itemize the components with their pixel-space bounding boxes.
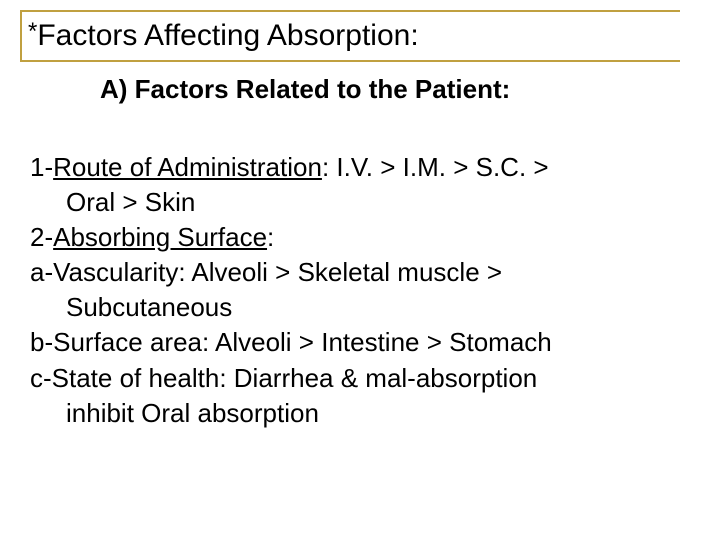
item-1-tail1: : I.V. > I.M. > S.C. > — [322, 152, 549, 182]
title-asterisk: * — [28, 18, 37, 45]
item-1-line1: 1-Route of Administration: I.V. > I.M. >… — [66, 150, 690, 185]
sub-b-line1: b-Surface area: Alveoli > Intestine > St… — [66, 325, 690, 360]
item-2-prefix: 2- — [30, 222, 53, 252]
sub-c-line1: c-State of health: Diarrhea & mal-absorp… — [66, 361, 690, 396]
sub-a-line2: Subcutaneous — [66, 290, 690, 325]
item-1-head: Route of Administration — [53, 152, 322, 182]
item-1-prefix: 1- — [30, 152, 53, 182]
title-box: *Factors Affecting Absorption: — [20, 10, 680, 62]
title-main: Factors Affecting Absorption: — [37, 19, 418, 52]
item-2-line1: 2-Absorbing Surface: — [66, 220, 690, 255]
item-2-head: Absorbing Surface — [53, 222, 267, 252]
title-text: *Factors Affecting Absorption: — [28, 19, 419, 52]
item-1-line2: Oral > Skin — [66, 185, 690, 220]
sub-a-line1: a-Vascularity: Alveoli > Skeletal muscle… — [66, 255, 690, 290]
sub-c-line2: inhibit Oral absorption — [66, 396, 690, 431]
slide: *Factors Affecting Absorption: A) Factor… — [0, 0, 720, 540]
body-text: 1-Route of Administration: I.V. > I.M. >… — [30, 150, 690, 431]
item-2-tail1: : — [267, 222, 274, 252]
subtitle: A) Factors Related to the Patient: — [100, 74, 510, 105]
